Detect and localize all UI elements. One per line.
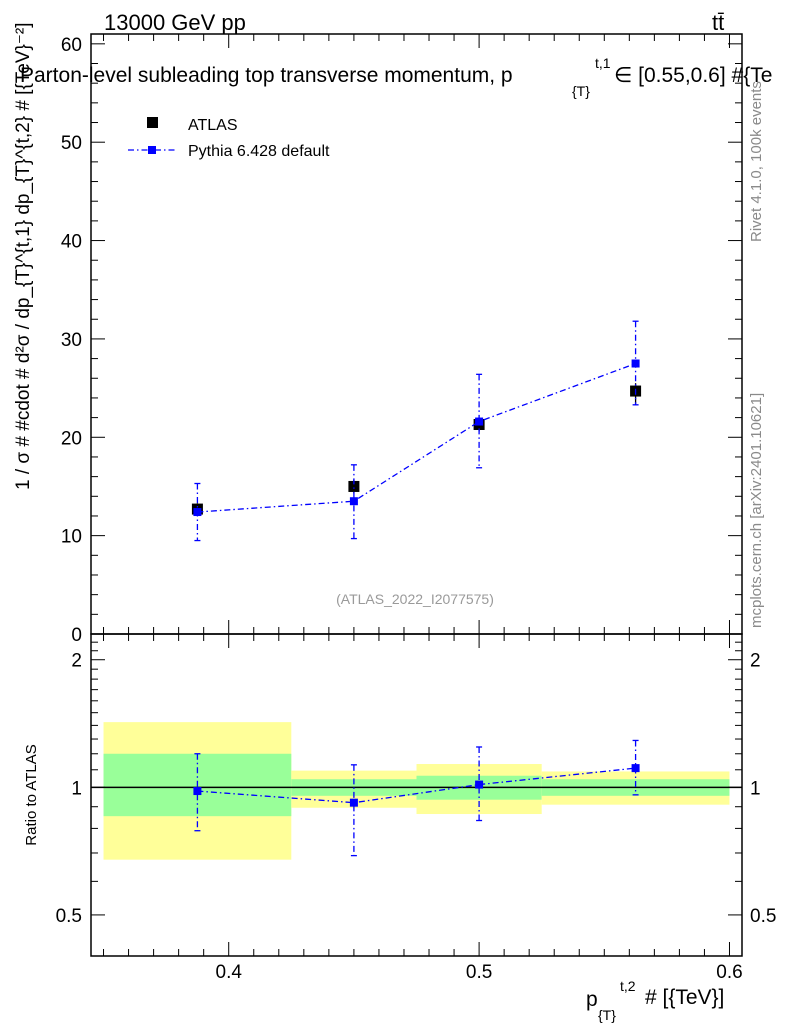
pythia-data-point	[349, 497, 358, 506]
x-tick-label: 0.4	[216, 962, 243, 983]
x-axis-label-sub: {T}	[598, 1007, 616, 1023]
ratio-pythia-point	[631, 764, 640, 773]
ratio-pythia-point	[349, 798, 358, 807]
ratio-pythia-point	[475, 780, 484, 789]
x-axis-label-main: p	[586, 988, 598, 1011]
pythia-data-point	[631, 359, 640, 368]
legend-label-pythia: Pythia 6.428 default	[188, 143, 330, 160]
legend-label-atlas: ATLAS	[188, 117, 238, 134]
axes-layer: 0.4 0.5 0.6 0 10 20 30 40 50 60 0.5 0.5 1 1 2 2	[56, 34, 776, 983]
ratio-plot-frame	[90, 633, 743, 957]
x-tick-label: 0.5	[466, 962, 492, 983]
pythia-data-point	[193, 508, 202, 517]
pythia-data-point	[475, 417, 484, 426]
ratio-y-tick-label: 1	[71, 778, 82, 799]
legend-marker-atlas	[147, 117, 158, 128]
pythia-line	[197, 362, 636, 513]
mcplots-info-text: mcplots.cern.ch [arXiv:2401.10621]	[748, 393, 765, 628]
chart-title-sup: t,1	[595, 55, 611, 71]
y-tick-label: 50	[61, 133, 82, 154]
ratio-y-tick-label-right: 2	[750, 651, 761, 672]
legend: ATLAS Pythia 6.428 default	[128, 117, 330, 160]
y-tick-label: 20	[61, 428, 82, 449]
ratio-y-tick-label-right: 1	[750, 778, 761, 799]
ratio-y-axis-label: Ratio to ATLAS	[23, 744, 40, 845]
y-tick-label: 40	[61, 232, 82, 253]
x-axis-label: p {T} t,2 # [{TeV}]	[586, 978, 724, 1023]
analysis-watermark: (ATLAS_2022_I2077575)	[336, 591, 494, 607]
header-left-text: 13000 GeV pp	[104, 10, 246, 35]
marks-layer	[191, 320, 642, 857]
y-axis-label: 1 / σ # #cdot # d²σ / dp_{T}^{t,1} dp_{T…	[13, 22, 34, 490]
chart-title-tail: ∈ [0.55,0.6] #{Te	[614, 64, 772, 87]
chart-title-text: Parton-level subleading top transverse m…	[20, 64, 513, 87]
x-axis-label-tail: # [{TeV}]	[645, 986, 724, 1009]
ratio-pythia-line	[197, 767, 636, 804]
ratio-y-tick-label: 0.5	[56, 906, 82, 927]
header-right-text: tt̄	[712, 10, 724, 35]
y-tick-label: 30	[61, 330, 82, 351]
x-tick-label: 0.6	[716, 962, 742, 983]
y-tick-label: 0	[71, 625, 82, 646]
atlas-data-point	[348, 480, 360, 492]
chart-title-sub: {T}	[572, 83, 590, 99]
ratio-y-tick-label-right: 0.5	[750, 906, 776, 927]
legend-marker-pythia	[148, 146, 156, 154]
chart-title: Parton-level subleading top transverse m…	[20, 55, 772, 99]
rivet-info-text: Rivet 4.1.0, 100k events	[748, 81, 765, 242]
y-tick-label: 10	[61, 527, 82, 548]
ratio-pythia-point	[193, 787, 202, 796]
x-axis-label-sup: t,2	[620, 978, 636, 994]
ratio-y-tick-label: 2	[71, 651, 82, 672]
ratio-bands-layer	[91, 722, 742, 860]
y-tick-label: 60	[61, 35, 82, 56]
